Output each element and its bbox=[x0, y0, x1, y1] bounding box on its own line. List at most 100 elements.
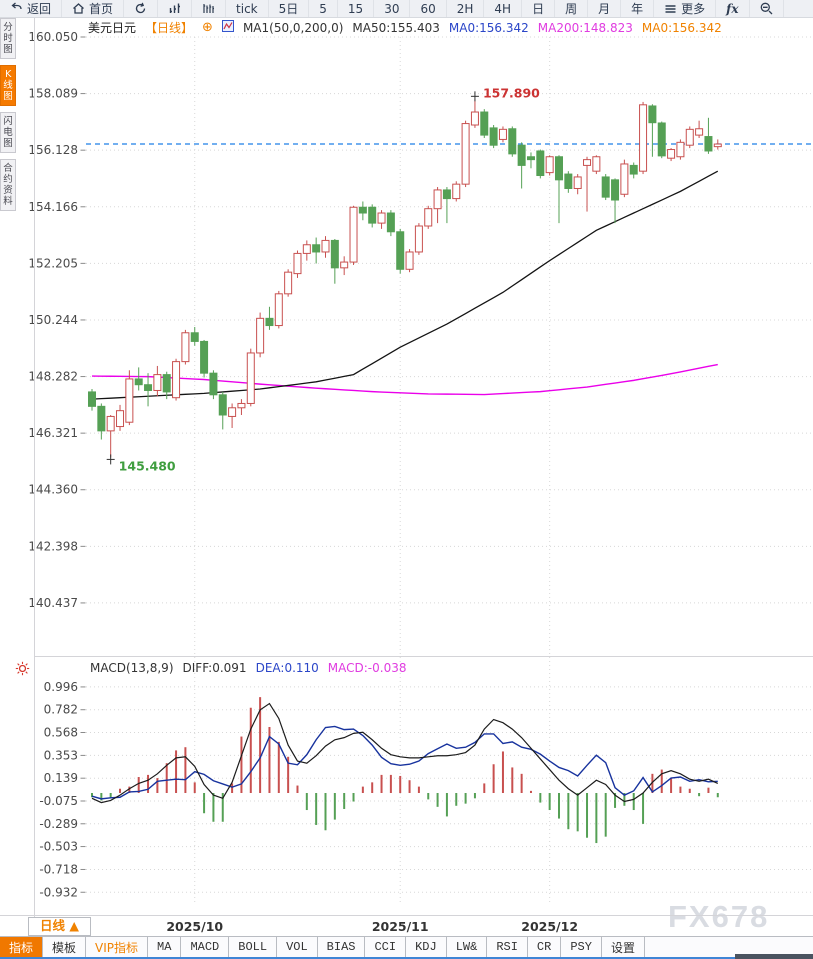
indicator-tab-BOLL[interactable]: BOLL bbox=[229, 937, 278, 957]
toolbar-item-月[interactable]: 月 bbox=[588, 0, 622, 17]
home-icon bbox=[73, 3, 84, 14]
indicator-tab-设置[interactable]: 设置 bbox=[602, 937, 645, 957]
toolbar-item-2H[interactable]: 2H bbox=[447, 0, 485, 17]
toolbar-item-label: 更多 bbox=[681, 2, 706, 16]
indicator-tab-KDJ[interactable]: KDJ bbox=[406, 937, 447, 957]
indicator-tab-MA[interactable]: MA bbox=[148, 937, 182, 957]
toolbar-item-15[interactable]: 15 bbox=[338, 0, 375, 17]
indicator-tab-VOL[interactable]: VOL bbox=[277, 937, 318, 957]
bottom-accent-strip bbox=[0, 957, 813, 959]
toolbar-item-label: 2H bbox=[456, 1, 474, 16]
ma0-orange-value: MA0:156.342 bbox=[641, 20, 722, 35]
period-dropdown-button[interactable]: 日线 ▲ bbox=[28, 917, 91, 936]
sidebar-tab-闪电图[interactable]: 闪电图 bbox=[0, 112, 16, 153]
toolbar-item-label: 年 bbox=[631, 2, 644, 16]
indicator-tab-BIAS[interactable]: BIAS bbox=[318, 937, 366, 957]
toolbar-item-label: 60 bbox=[420, 1, 436, 16]
toolbar-item-首页[interactable]: 首页 bbox=[62, 0, 125, 17]
sidebar-tab-char: 线 bbox=[3, 80, 13, 91]
toolbar-item-日[interactable]: 日 bbox=[522, 0, 556, 17]
sidebar-tab-char: 时 bbox=[3, 33, 13, 44]
instrument-title: 美元日元 bbox=[88, 21, 137, 35]
toolbar-item-fx[interactable]: fx bbox=[716, 0, 750, 17]
macd-settings-icon[interactable] bbox=[15, 661, 30, 680]
svg-text:140.437: 140.437 bbox=[28, 596, 78, 610]
toolbar-item-label: 返回 bbox=[27, 2, 52, 16]
toolbar-item-volume-bars-icon[interactable] bbox=[192, 0, 227, 17]
macd-value: MACD:-0.038 bbox=[327, 661, 407, 675]
fx-icon: fx bbox=[726, 1, 739, 16]
frame-layer bbox=[0, 17, 813, 956]
ma-params-label: MA1(50,0,200,0) bbox=[242, 20, 344, 35]
indicator-tab-CR[interactable]: CR bbox=[528, 937, 562, 957]
svg-text:2025/10: 2025/10 bbox=[166, 919, 223, 934]
macd-bars-layer bbox=[91, 697, 719, 844]
refresh-icon bbox=[135, 2, 146, 14]
mini-chart-icon[interactable] bbox=[221, 20, 234, 35]
indicator-tab-MACD[interactable]: MACD bbox=[181, 937, 230, 957]
toolbar-item-返回[interactable]: 返回 bbox=[0, 0, 63, 17]
toolbar-item-label: tick bbox=[236, 1, 258, 16]
svg-text:158.089: 158.089 bbox=[28, 87, 78, 101]
toolbar-item-60[interactable]: 60 bbox=[410, 0, 447, 17]
indicator-tab-RSI[interactable]: RSI bbox=[487, 937, 528, 957]
toolbar-item-5[interactable]: 5 bbox=[309, 0, 338, 17]
toolbar-item-4H[interactable]: 4H bbox=[484, 0, 523, 17]
toolbar-item-label: 月 bbox=[598, 2, 611, 16]
indicator-tab-CCI[interactable]: CCI bbox=[365, 937, 407, 957]
toolbar-item-年[interactable]: 年 bbox=[621, 0, 655, 17]
macd-dea-line bbox=[91, 725, 718, 800]
macd-legend: MACD(13,8,9) DIFF:0.091 DEA:0.110 MACD:-… bbox=[90, 661, 407, 675]
svg-text:2025/12: 2025/12 bbox=[521, 919, 578, 934]
indicator-tab-PSY[interactable]: PSY bbox=[561, 937, 602, 957]
ma200-value: MA200:148.823 bbox=[537, 20, 633, 35]
indicator-tab-VIP指标[interactable]: VIP指标 bbox=[86, 937, 149, 957]
indicator-tab-指标[interactable]: 指标 bbox=[0, 937, 44, 957]
svg-text:148.282: 148.282 bbox=[28, 370, 78, 384]
indicator-tab-模板[interactable]: 模板 bbox=[43, 937, 87, 957]
svg-text:156.128: 156.128 bbox=[28, 143, 78, 157]
toolbar-item-kline-bars-icon[interactable] bbox=[158, 0, 193, 17]
svg-text:0.782: 0.782 bbox=[44, 703, 78, 717]
svg-text:-0.932: -0.932 bbox=[39, 885, 78, 899]
toolbar-item-zoom-out-icon[interactable] bbox=[750, 0, 784, 17]
sidebar-tab-char: 合 bbox=[3, 163, 13, 174]
toolbar-item-label: 30 bbox=[384, 1, 400, 16]
toolbar-item-周[interactable]: 周 bbox=[555, 0, 589, 17]
ma50-value: MA50:155.403 bbox=[352, 20, 440, 35]
svg-text:152.205: 152.205 bbox=[28, 256, 78, 270]
add-indicator-icon[interactable]: ⊕ bbox=[202, 20, 213, 35]
svg-text:-0.503: -0.503 bbox=[39, 840, 78, 854]
toolbar-item-label: 4H bbox=[494, 1, 512, 16]
horizontal-scrollbar-thumb[interactable] bbox=[735, 954, 813, 959]
sidebar-tab-合约资料[interactable]: 合约资料 bbox=[0, 159, 16, 211]
back-arrow-icon bbox=[11, 2, 22, 10]
sidebar-tab-char: 约 bbox=[3, 174, 13, 185]
toolbar-item-更多[interactable]: 更多 bbox=[654, 0, 717, 17]
menu-icon bbox=[665, 5, 676, 13]
svg-text:-0.075: -0.075 bbox=[39, 794, 78, 808]
svg-text:150.244: 150.244 bbox=[28, 313, 78, 327]
kline-bars-icon bbox=[169, 3, 181, 13]
toolbar-item-30[interactable]: 30 bbox=[374, 0, 411, 17]
indicator-tabbar: 指标 模板 VIP指标 MA MACD BOLL VOL BIAS CCI KDJ LW& RSI CR… bbox=[0, 936, 813, 957]
svg-text:146.321: 146.321 bbox=[28, 426, 78, 440]
toolbar-item-label: 周 bbox=[565, 2, 578, 16]
ma50-line bbox=[91, 170, 719, 400]
ma0-blue-value: MA0:156.342 bbox=[448, 20, 529, 35]
sidebar-tab-char: 料 bbox=[3, 196, 13, 207]
diff-value: DIFF:0.091 bbox=[182, 661, 247, 675]
sidebar-tab-char: 电 bbox=[3, 127, 13, 138]
toolbar-item-label: 15 bbox=[347, 1, 364, 16]
svg-text:144.360: 144.360 bbox=[28, 483, 78, 497]
toolbar-item-5日[interactable]: 5日 bbox=[269, 0, 310, 17]
svg-text:-0.289: -0.289 bbox=[39, 817, 78, 831]
toolbar-item-refresh-icon[interactable] bbox=[124, 0, 159, 17]
volume-bars-icon bbox=[203, 4, 215, 13]
sidebar-tab-char: 分 bbox=[3, 22, 13, 33]
indicator-tab-LW&[interactable]: LW& bbox=[447, 937, 488, 957]
toolbar-item-tick[interactable]: tick bbox=[226, 0, 269, 17]
sidebar-tab-分时图[interactable]: 分时图 bbox=[0, 18, 16, 59]
